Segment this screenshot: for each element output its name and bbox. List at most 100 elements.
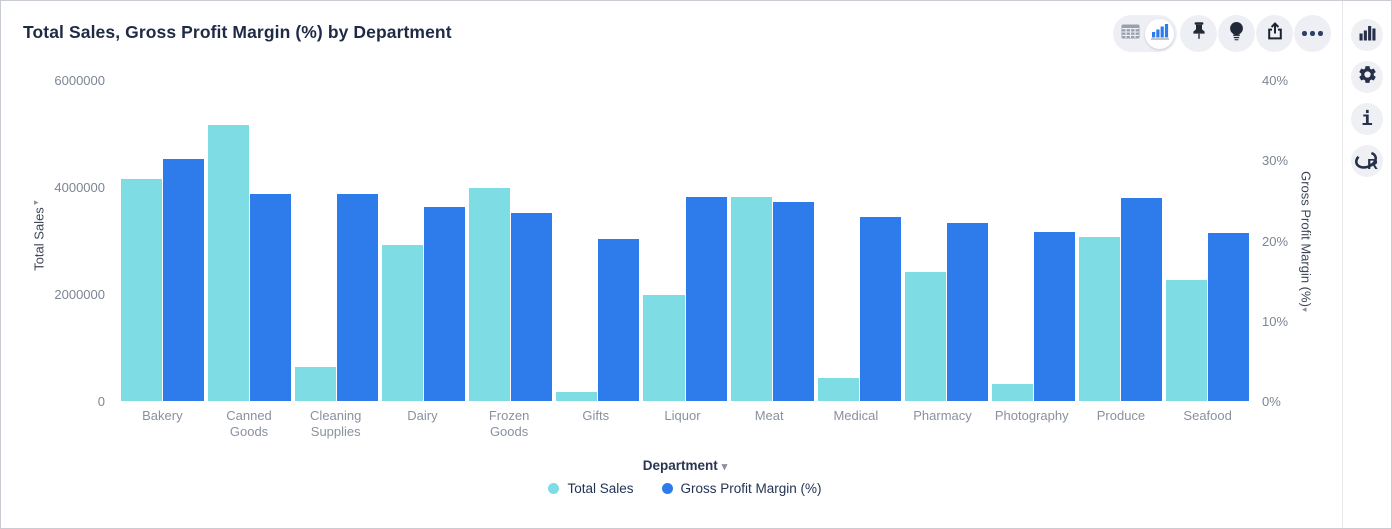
legend-item-gross-profit-margin[interactable]: Gross Profit Margin (%) [661, 481, 822, 496]
axis-tick-label: 40% [1262, 73, 1289, 88]
legend-dot [661, 483, 673, 494]
info-button[interactable]: i [1351, 103, 1383, 135]
pin-button[interactable] [1180, 15, 1217, 52]
bar-total-sales[interactable] [1165, 280, 1207, 401]
category-label: Pharmacy [913, 408, 972, 423]
axis-tick-label: 20% [1262, 233, 1289, 249]
bar-group [816, 80, 903, 401]
bar-gross-profit-margin[interactable] [1120, 197, 1162, 401]
view-toggle [1113, 15, 1177, 52]
category-label: Dairy [407, 408, 438, 423]
x-axis-title-label: Department [642, 458, 718, 473]
legend-label: Total Sales [567, 481, 634, 496]
bar-group [467, 80, 554, 401]
bar-total-sales[interactable] [208, 124, 250, 401]
bar-gross-profit-margin[interactable] [598, 238, 640, 401]
table-icon [1121, 24, 1140, 44]
bar-group [206, 80, 293, 401]
category-label: Meat [754, 408, 784, 423]
bar-group [1164, 80, 1251, 401]
category-label: Medical [833, 408, 879, 423]
axis-tick-label: 30% [1262, 153, 1289, 169]
left-axis-title: Total Sales [31, 207, 47, 271]
x-axis-labels: Bakery Canned Goods Cleaning Supplies Dairy… [119, 408, 1251, 439]
axis-tick-label: 4000000 [54, 180, 105, 195]
bar-chart-icon [1150, 23, 1169, 45]
chart-type-button[interactable] [1351, 19, 1383, 51]
bar-total-sales[interactable] [295, 366, 337, 401]
category-label: Photography [994, 408, 1069, 423]
bar-gross-profit-margin[interactable] [946, 222, 988, 401]
bar-group [903, 80, 990, 401]
bar-gross-profit-margin[interactable] [685, 197, 727, 401]
bar-total-sales[interactable] [556, 391, 598, 401]
axis-tick-label: 0% [1262, 394, 1281, 409]
bar-total-sales[interactable] [121, 178, 163, 401]
bar-group [641, 80, 728, 401]
category-label: Frozen Goods [488, 408, 530, 439]
chart-view-button[interactable] [1145, 18, 1174, 49]
bar-gross-profit-margin[interactable] [424, 206, 466, 401]
bar-gross-profit-margin[interactable] [859, 217, 901, 401]
axis-tick-label: 0 [97, 394, 105, 409]
ellipsis-icon [1302, 31, 1323, 36]
bar-gross-profit-margin[interactable] [163, 158, 205, 401]
legend: Total Sales Gross Profit Margin (%) [119, 481, 1251, 496]
bar-total-sales[interactable] [817, 378, 859, 401]
axis-tick-label: 10% [1262, 313, 1289, 329]
category-label: Bakery [142, 408, 183, 423]
bar-total-sales[interactable] [1078, 236, 1120, 401]
bar-group [729, 80, 816, 401]
right-axis-collapse-arrow[interactable]: ◂ [1302, 304, 1307, 314]
widget-toolbar [1113, 15, 1331, 52]
bar-total-sales[interactable] [991, 383, 1033, 401]
insights-button[interactable] [1218, 15, 1255, 52]
r-script-button[interactable]: R [1351, 145, 1383, 177]
bar-total-sales[interactable] [730, 197, 772, 401]
legend-label: Gross Profit Margin (%) [680, 481, 822, 496]
bar-total-sales[interactable] [904, 272, 946, 401]
category-label: Cleaning Supplies [310, 408, 362, 439]
bar-group [119, 80, 206, 401]
bar-group [293, 80, 380, 401]
info-icon: i [1361, 107, 1373, 130]
bar-total-sales[interactable] [469, 188, 511, 401]
axis-tick-label: 6000000 [54, 73, 105, 88]
bar-group [554, 80, 641, 401]
widget-side-rail: i R [1342, 1, 1391, 528]
category-label: Canned Goods [226, 408, 272, 439]
bar-gross-profit-margin[interactable] [250, 193, 292, 401]
left-axis-collapse-arrow[interactable]: ▸ [34, 197, 39, 207]
pin-icon [1189, 21, 1209, 46]
bar-group [380, 80, 467, 401]
export-button[interactable] [1256, 15, 1293, 52]
x-axis-title: Department ▾ [119, 458, 1251, 473]
bar-chart-icon [1359, 25, 1376, 46]
settings-button[interactable] [1351, 61, 1383, 93]
bar-group [990, 80, 1077, 401]
bar-gross-profit-margin[interactable] [1033, 231, 1075, 401]
bar-total-sales[interactable] [382, 244, 424, 401]
export-icon [1265, 21, 1285, 46]
lightbulb-icon [1227, 21, 1246, 46]
bar-total-sales[interactable] [643, 295, 685, 401]
category-label: Seafood [1183, 408, 1232, 423]
bar-gross-profit-margin[interactable] [1207, 233, 1250, 401]
legend-item-total-sales[interactable]: Total Sales [548, 481, 634, 496]
r-logo-icon: R [1354, 149, 1380, 173]
category-label: Gifts [582, 408, 610, 423]
axis-tick-label: 2000000 [54, 287, 105, 302]
bar-gross-profit-margin[interactable] [511, 213, 553, 401]
more-options-button[interactable] [1294, 15, 1331, 52]
page-title: Total Sales, Gross Profit Margin (%) by … [23, 22, 452, 42]
category-label: Produce [1096, 408, 1146, 423]
category-label: Liquor [664, 408, 701, 423]
gear-icon [1357, 64, 1378, 90]
table-view-button[interactable] [1116, 19, 1145, 49]
bar-group [1077, 80, 1164, 401]
chevron-down-icon[interactable]: ▾ [721, 461, 728, 473]
right-axis-title: Gross Profit Margin (%) [1298, 171, 1314, 307]
bar-gross-profit-margin[interactable] [337, 193, 379, 401]
bar-gross-profit-margin[interactable] [772, 201, 814, 401]
